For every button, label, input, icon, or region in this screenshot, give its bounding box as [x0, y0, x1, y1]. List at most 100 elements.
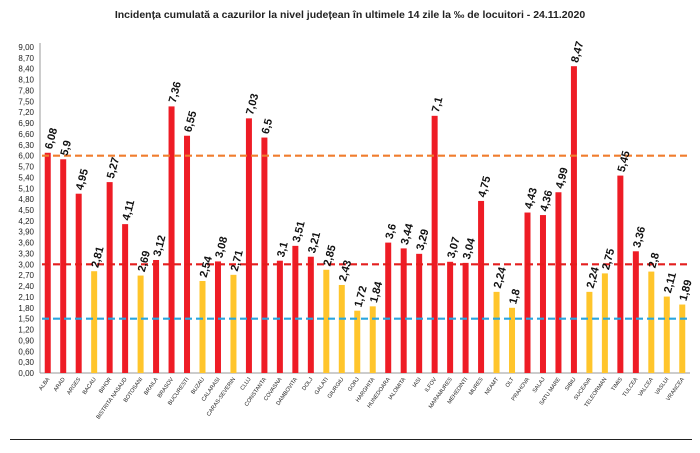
y-tick-label: 4,50: [18, 206, 34, 215]
y-tick-label: 8,10: [18, 76, 34, 85]
bar: [385, 242, 392, 373]
x-tick-label: ARGES: [66, 376, 82, 396]
x-tick-label: ILFOV: [424, 376, 438, 393]
data-label: 2,75: [600, 247, 617, 271]
data-label: 3,6: [384, 222, 400, 240]
data-label: 7,1: [430, 96, 446, 114]
x-tick-label: NEAMT: [484, 376, 500, 396]
bar: [586, 291, 593, 373]
data-label: 3,51: [291, 220, 308, 244]
y-tick-label: 7,20: [18, 108, 34, 117]
data-label: 1,89: [678, 279, 695, 303]
x-tick-label: ARAD: [53, 377, 67, 393]
data-label: 2,11: [662, 271, 679, 294]
y-tick-label: 6,00: [18, 152, 34, 161]
bar: [44, 152, 51, 373]
data-label: 4,75: [476, 175, 493, 199]
bar: [230, 274, 237, 373]
x-tick-label: IASI: [412, 376, 423, 388]
x-tick-label: VASLUI: [654, 376, 670, 396]
bar: [276, 260, 283, 373]
data-label: 3,1: [275, 241, 291, 259]
bar: [431, 115, 438, 374]
y-tick-label: 3,90: [18, 228, 34, 237]
data-label: 6,08: [43, 127, 60, 151]
bar: [261, 137, 268, 373]
bar: [509, 307, 516, 373]
x-tick-label: VALCEA: [638, 376, 655, 397]
bar: [493, 291, 500, 373]
data-label: 2,24: [585, 265, 602, 290]
bottom-divider: [10, 439, 692, 440]
bar: [214, 261, 221, 373]
y-tick-label: 6,60: [18, 130, 34, 139]
data-label: 7,36: [167, 80, 184, 104]
bar: [91, 271, 98, 373]
data-label: 3,08: [213, 235, 230, 259]
data-label: 2,8: [647, 251, 663, 269]
data-label: 3,12: [151, 234, 168, 258]
data-label: 2,81: [89, 245, 106, 269]
data-label: 3,07: [445, 236, 462, 260]
bar: [122, 224, 129, 373]
bar: [292, 245, 299, 373]
x-tick-label: GORJ: [347, 377, 361, 393]
x-tick-label: OLT: [505, 376, 516, 388]
bar: [199, 280, 206, 373]
data-label: 7,03: [244, 92, 261, 116]
bar: [478, 200, 485, 373]
bar: [106, 182, 113, 373]
bar: [323, 269, 330, 373]
x-tick-label: BACAU: [82, 377, 98, 396]
data-label: 5,45: [616, 150, 633, 174]
y-tick-label: 0,30: [18, 358, 34, 367]
y-tick-label: 9,00: [18, 43, 34, 52]
y-tick-label: 0,90: [18, 336, 34, 345]
bar: [539, 215, 546, 373]
x-tick-label: ALBA: [38, 376, 51, 391]
y-tick-label: 1,80: [18, 304, 34, 313]
bar: [663, 296, 670, 373]
data-label: 2,85: [322, 244, 339, 268]
y-tick-label: 2,40: [18, 282, 34, 291]
bar: [601, 273, 608, 373]
bar: [617, 175, 624, 373]
data-label: 6,5: [260, 117, 276, 135]
y-tick-label: 0,60: [18, 347, 34, 356]
y-tick-label: 8,70: [18, 54, 34, 63]
bar: [632, 251, 639, 373]
x-tick-label: TIMIS: [611, 376, 625, 392]
data-label: 3,44: [399, 222, 416, 247]
data-label: 6,55: [182, 110, 199, 134]
data-label: 2,71: [229, 249, 246, 273]
y-tick-label: 2,70: [18, 271, 34, 280]
y-tick-label: 5,40: [18, 173, 34, 182]
bar: [570, 66, 577, 373]
y-tick-label: 8,40: [18, 65, 34, 74]
bar: [75, 193, 82, 373]
data-label: 4,95: [74, 168, 91, 192]
data-label: 3,36: [631, 225, 648, 249]
y-tick-label: 7,80: [18, 86, 34, 95]
data-label: 3,21: [306, 231, 323, 255]
y-tick-label: 3,30: [18, 249, 34, 258]
x-tick-label: DOLJ: [301, 377, 314, 392]
y-tick-label: 5,70: [18, 163, 34, 172]
bar: [153, 259, 160, 373]
bar: [447, 261, 454, 373]
bar: [184, 135, 191, 373]
x-tick-label: MURES: [468, 376, 485, 396]
data-label: 4,43: [523, 187, 540, 211]
bar: [60, 159, 67, 373]
bar: [338, 284, 345, 373]
data-label: 3,04: [461, 236, 478, 261]
bar: [307, 256, 314, 373]
data-label: 1,84: [368, 279, 385, 304]
y-tick-label: 2,10: [18, 293, 34, 302]
data-label: 4,11: [120, 199, 137, 222]
x-tick-label: SIBIU: [564, 377, 577, 392]
y-tick-label: 7,50: [18, 97, 34, 106]
bar: [679, 304, 686, 373]
bar: [354, 310, 361, 373]
